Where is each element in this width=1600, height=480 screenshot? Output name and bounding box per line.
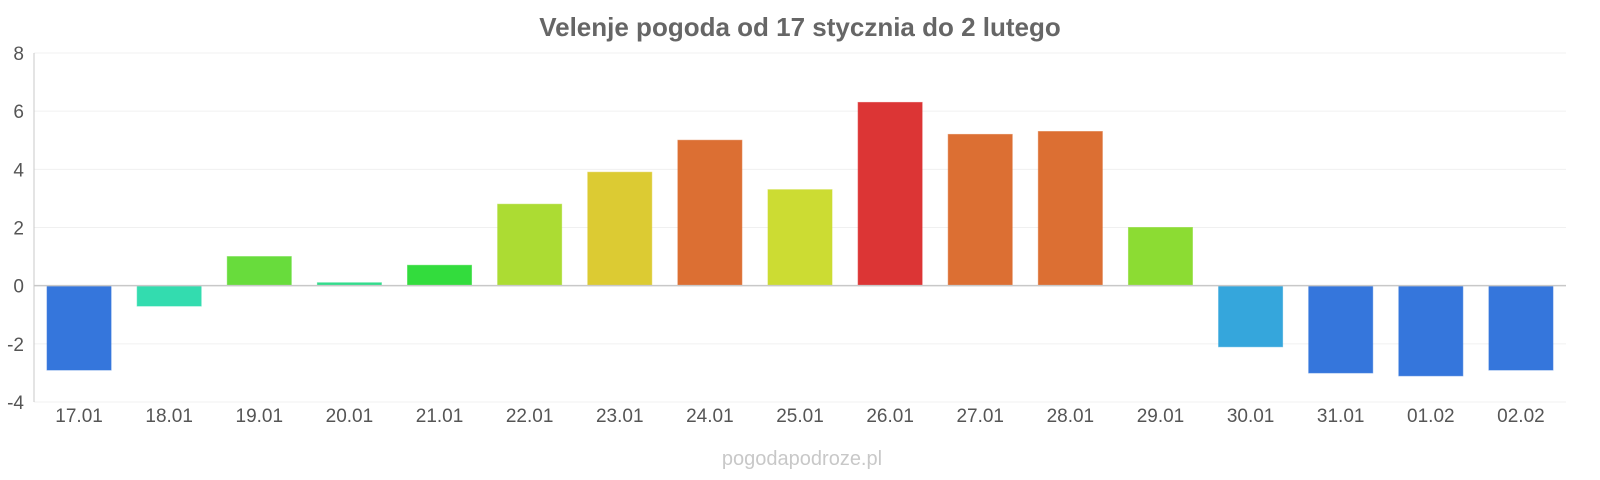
x-tick-label: 25.01	[776, 406, 824, 427]
bar-27.01	[947, 133, 1013, 287]
y-tick-label: -4	[7, 393, 24, 414]
bar-layer	[46, 101, 1554, 377]
bar-31.01	[1308, 285, 1374, 374]
x-tick-label: 22.01	[506, 406, 554, 427]
watermark: pogodapodroze.pl	[722, 448, 882, 470]
x-tick-label: 30.01	[1227, 406, 1275, 427]
x-tick-label: 28.01	[1047, 406, 1095, 427]
x-tick-label: 21.01	[416, 406, 464, 427]
bar-01.02	[1398, 285, 1464, 377]
bar-19.01	[226, 256, 292, 287]
y-tick-label: 0	[13, 277, 24, 298]
bar-18.01	[136, 285, 202, 307]
bar-24.01	[677, 139, 743, 287]
bar-26.01	[857, 101, 923, 287]
x-tick-label: 17.01	[55, 406, 103, 427]
x-tick-label: 01.02	[1407, 406, 1455, 427]
x-tick-label: 27.01	[956, 406, 1004, 427]
bar-21.01	[407, 264, 473, 287]
x-tick-label: 19.01	[236, 406, 284, 427]
y-tick-label: -2	[7, 335, 24, 356]
x-tick-label: 23.01	[596, 406, 644, 427]
bar-02.02	[1488, 285, 1554, 371]
grid-layer	[34, 52, 1566, 403]
axis-layer	[33, 53, 1566, 402]
x-tick-label: 29.01	[1137, 406, 1185, 427]
y-tick-label: 6	[13, 102, 24, 123]
x-tick-label: 18.01	[145, 406, 193, 427]
x-tick-label: 26.01	[866, 406, 914, 427]
y-tick-label: 8	[13, 44, 24, 65]
bar-22.01	[497, 203, 563, 287]
label-layer: 8 6 4 2 0 -2 -4 17.01 18.01 19.01 20.01 21.01 22.01 2…	[7, 44, 1545, 427]
y-tick-label: 4	[13, 160, 24, 181]
bar-25.01	[767, 189, 833, 287]
x-tick-label: 24.01	[686, 406, 734, 427]
bar-29.01	[1127, 227, 1193, 287]
x-tick-label: 02.02	[1497, 406, 1545, 427]
x-tick-label: 31.01	[1317, 406, 1365, 427]
bar-30.01	[1218, 285, 1284, 348]
bar-23.01	[587, 171, 653, 287]
x-tick-label: 20.01	[326, 406, 374, 427]
bar-28.01	[1037, 131, 1103, 287]
bar-17.01	[46, 285, 112, 371]
y-tick-label: 2	[13, 219, 24, 240]
chart-title: Velenje pogoda od 17 stycznia do 2 luteg…	[539, 12, 1061, 42]
